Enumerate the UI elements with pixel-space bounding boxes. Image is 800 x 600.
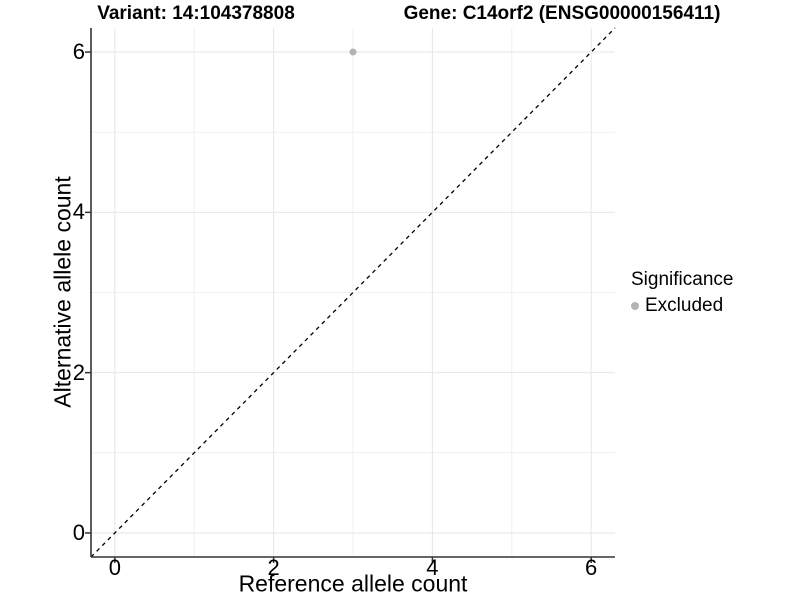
legend-items: Excluded xyxy=(631,295,733,317)
x-tick-label: 4 xyxy=(426,555,439,580)
x-tick-label: 2 xyxy=(267,555,280,580)
legend: Significance Excluded xyxy=(631,269,733,317)
gene-title: Gene: C14orf2 (ENSG00000156411) xyxy=(403,3,721,24)
plot-panel xyxy=(85,27,616,563)
plot-area-svg xyxy=(85,27,616,563)
legend-item: Excluded xyxy=(631,295,733,317)
data-point xyxy=(349,48,357,56)
x-axis-title: Reference allele count xyxy=(238,570,468,597)
y-tick-label: 0 xyxy=(72,519,85,545)
y-tick-label: 6 xyxy=(72,39,85,65)
x-tick-label: 6 xyxy=(585,555,598,580)
y-tick-label: 4 xyxy=(72,199,85,225)
legend-title: Significance xyxy=(631,269,734,290)
variant-title: Variant: 14:104378808 xyxy=(97,3,295,24)
legend-item-label: Excluded xyxy=(645,295,724,316)
dot-icon xyxy=(631,302,639,310)
y-tick-label: 2 xyxy=(72,359,85,385)
x-tick-label: 0 xyxy=(108,555,121,580)
